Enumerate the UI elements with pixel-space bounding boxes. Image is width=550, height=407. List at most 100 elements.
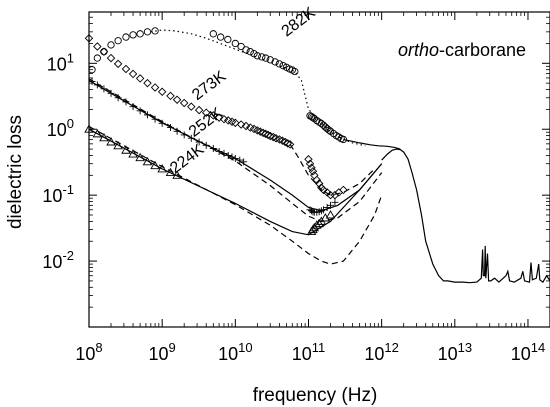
marker-252K — [209, 145, 217, 153]
marker-224K — [172, 170, 182, 179]
marker-252K — [331, 198, 339, 206]
marker-252K — [122, 98, 130, 106]
y-tick-base: 10 — [47, 120, 67, 140]
marker-224K — [142, 156, 153, 166]
marker-282K — [319, 121, 328, 129]
marker-273K — [179, 98, 189, 108]
marker-252K — [195, 138, 203, 146]
y-tick-base: 10 — [42, 186, 62, 206]
x-tick-base: 10 — [149, 344, 169, 364]
marker-252K — [309, 208, 317, 216]
marker-282K — [93, 54, 101, 62]
marker-273K — [227, 117, 237, 126]
marker-282K — [266, 56, 274, 64]
marker-273K — [209, 111, 218, 120]
marker-273K — [280, 137, 290, 147]
marker-252K — [151, 115, 159, 123]
x-tick-base: 10 — [218, 344, 238, 364]
fit-curve-224K — [88, 128, 383, 236]
marker-224K — [92, 128, 103, 138]
marker-273K — [278, 136, 287, 145]
marker-252K — [129, 103, 137, 111]
x-tick-base: 10 — [75, 344, 95, 364]
x-tick-label: 1011 — [292, 340, 326, 364]
marker-273K — [310, 171, 319, 180]
y-tick-exp: -2 — [62, 248, 74, 263]
series-label-224K: 224K — [167, 141, 207, 177]
marker-224K — [106, 137, 116, 146]
marker-273K — [269, 132, 278, 142]
dashed-model-curve — [88, 78, 383, 223]
marker-252K — [228, 153, 236, 161]
fit-curve-252K — [88, 79, 383, 212]
high-frequency-loss-curve — [381, 148, 550, 284]
marker-273K — [307, 163, 316, 173]
marker-224K — [135, 152, 145, 162]
marker-282K — [335, 133, 343, 141]
marker-252K — [240, 158, 248, 166]
marker-282K — [317, 119, 326, 128]
marker-252K — [100, 85, 108, 93]
marker-273K — [261, 129, 270, 139]
marker-252K — [166, 124, 174, 132]
marker-282K — [224, 35, 232, 44]
marker-273K — [265, 131, 275, 141]
x-tick-label: 109 — [149, 340, 176, 364]
x-tick-label: 108 — [75, 340, 102, 364]
marker-252K — [236, 156, 244, 164]
marker-252K — [143, 111, 151, 119]
marker-224K — [128, 149, 138, 158]
marker-273K — [172, 95, 182, 104]
marker-224K — [157, 164, 167, 173]
marker-282K — [325, 126, 333, 134]
marker-273K — [319, 185, 328, 195]
chart-title-italic: ortho — [398, 40, 439, 60]
marker-273K — [219, 114, 229, 124]
plot-frame — [88, 11, 550, 328]
marker-273K — [157, 87, 167, 97]
y-tick-exp: 1 — [67, 50, 74, 65]
marker-224K — [325, 210, 336, 219]
marker-282K — [253, 52, 261, 60]
marker-282K — [237, 42, 245, 51]
y-tick-label: 101 — [47, 50, 74, 74]
marker-273K — [99, 47, 109, 56]
marker-252K — [173, 127, 181, 135]
marker-273K — [106, 53, 116, 63]
marker-252K — [202, 141, 210, 149]
marker-282K — [279, 62, 287, 70]
x-tick-base: 10 — [292, 344, 312, 364]
x-tick-exp: 12 — [384, 340, 398, 355]
y-tick-exp: 0 — [67, 116, 74, 131]
marker-252K — [231, 154, 239, 162]
y-axis-label: dielectric loss — [5, 115, 26, 229]
y-tick-label: 10-1 — [42, 182, 74, 206]
x-tick-base: 10 — [511, 344, 531, 364]
marker-273K — [166, 91, 175, 101]
x-tick-label: 1014 — [511, 340, 546, 364]
x-tick-exp: 9 — [169, 340, 176, 355]
x-tick-exp: 13 — [458, 340, 472, 355]
marker-273K — [113, 59, 123, 69]
marker-224K — [99, 132, 109, 142]
y-tick-base: 10 — [42, 252, 62, 272]
marker-282K — [209, 30, 217, 38]
marker-252K — [319, 206, 327, 214]
marker-282K — [242, 46, 250, 54]
fit-curves — [88, 29, 550, 284]
marker-273K — [231, 118, 240, 128]
marker-273K — [135, 74, 145, 83]
marker-273K — [339, 185, 348, 195]
marker-273K — [308, 167, 318, 176]
marker-252K — [215, 147, 223, 155]
marker-273K — [93, 42, 102, 51]
marker-273K — [305, 159, 315, 168]
marker-282K — [291, 67, 299, 76]
marker-224K — [121, 145, 131, 154]
marker-252K — [114, 94, 122, 102]
x-tick-base: 10 — [438, 344, 458, 364]
marker-273K — [194, 105, 204, 115]
marker-282K — [262, 54, 270, 62]
marker-282K — [151, 27, 159, 35]
